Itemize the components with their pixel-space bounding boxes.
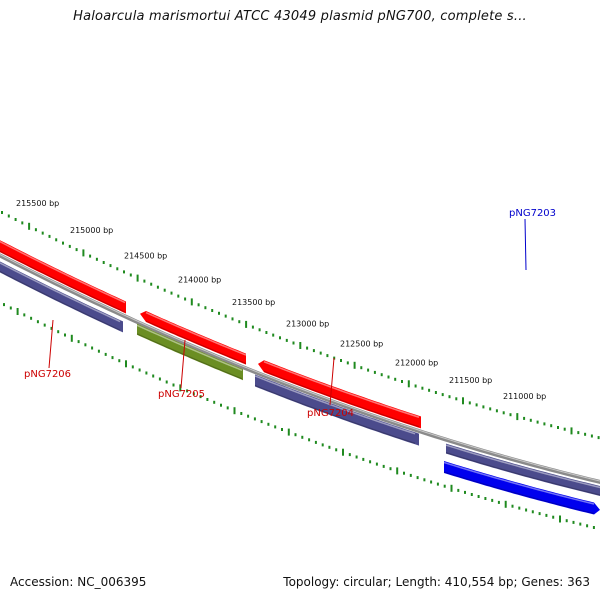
- ruler-label: 211000 bp: [503, 392, 546, 401]
- gene-arrow-pNG7203-shadow: [443, 471, 595, 514]
- gene-label-pNG7206: pNG7206: [24, 369, 71, 380]
- gene-arrow-pNG7204-lower-highlight: [254, 375, 416, 435]
- gene-arrow-pNG7205-red: [140, 311, 246, 365]
- gene-arrow-pNG7204-lower: [255, 374, 419, 446]
- ruler-label: 213500 bp: [232, 298, 275, 307]
- gene-label-pNG7204: pNG7204: [307, 408, 354, 419]
- ruler-label: 215500 bp: [16, 199, 59, 208]
- ruler-label: 215000 bp: [70, 226, 113, 235]
- backbone-highlight: [0, 254, 600, 482]
- gene-arrow-pNG7203-upper: [446, 443, 600, 496]
- gene-arrow-pNG7206-shadow: [0, 250, 126, 313]
- gene-arrow-pNG7203-upper-shadow: [445, 452, 600, 496]
- gene-arrow-pNG7204-lower-shadow: [254, 385, 416, 444]
- leader-line-pNG7205: [180, 339, 186, 389]
- gene-arrow-pNG7206-lower: [0, 261, 123, 333]
- gene-arrow-pNG7203: [444, 461, 600, 515]
- gene-arrow-pNG7205-red-highlight: [145, 311, 247, 356]
- ruler-label: 213000 bp: [286, 320, 329, 329]
- gene-arrow-pNG7205-shadow: [136, 333, 243, 380]
- gene-arrow-pNG7203-highlight: [443, 461, 595, 505]
- gene-arrow-pNG7204-highlight: [263, 361, 420, 418]
- gene-arrow-pNG7205-highlight: [136, 324, 243, 371]
- ruler-label: 212500 bp: [340, 340, 383, 349]
- ruler-label: 214000 bp: [178, 276, 221, 285]
- backbone-line: [0, 253, 600, 484]
- gene-arrow-pNG7204-shadow: [263, 370, 420, 428]
- gene-arrow-pNG7206-lower-highlight: [0, 262, 121, 323]
- leader-line-pNG7203: [524, 218, 527, 271]
- gene-arrow-pNG7205: [137, 323, 243, 381]
- gene-arrow-pNG7206: [0, 240, 126, 314]
- ruler-label: 212000 bp: [395, 359, 438, 368]
- ruler-label: 211500 bp: [449, 376, 492, 385]
- ruler-label: 214500 bp: [124, 251, 167, 260]
- gene-arrow-pNG7205-red-shadow: [145, 320, 247, 365]
- gene-label-pNG7203: pNG7203: [509, 208, 556, 219]
- gene-arrow-pNG7204: [258, 360, 421, 429]
- gene-arrow-pNG7206-highlight: [0, 240, 126, 304]
- accession-text: Accession: NC_006395: [10, 575, 147, 589]
- leader-line-pNG7204: [329, 357, 335, 406]
- topology-summary: Topology: circular; Length: 410,554 bp; …: [283, 575, 590, 589]
- map-title: Haloarcula marismortui ATCC 43049 plasmi…: [73, 9, 527, 24]
- gene-label-pNG7205: pNG7205: [158, 389, 205, 400]
- leader-line-pNG7206: [48, 319, 54, 369]
- gene-arrow-pNG7203-upper-highlight: [445, 444, 600, 489]
- gene-arrow-pNG7206-lower-shadow: [0, 270, 121, 331]
